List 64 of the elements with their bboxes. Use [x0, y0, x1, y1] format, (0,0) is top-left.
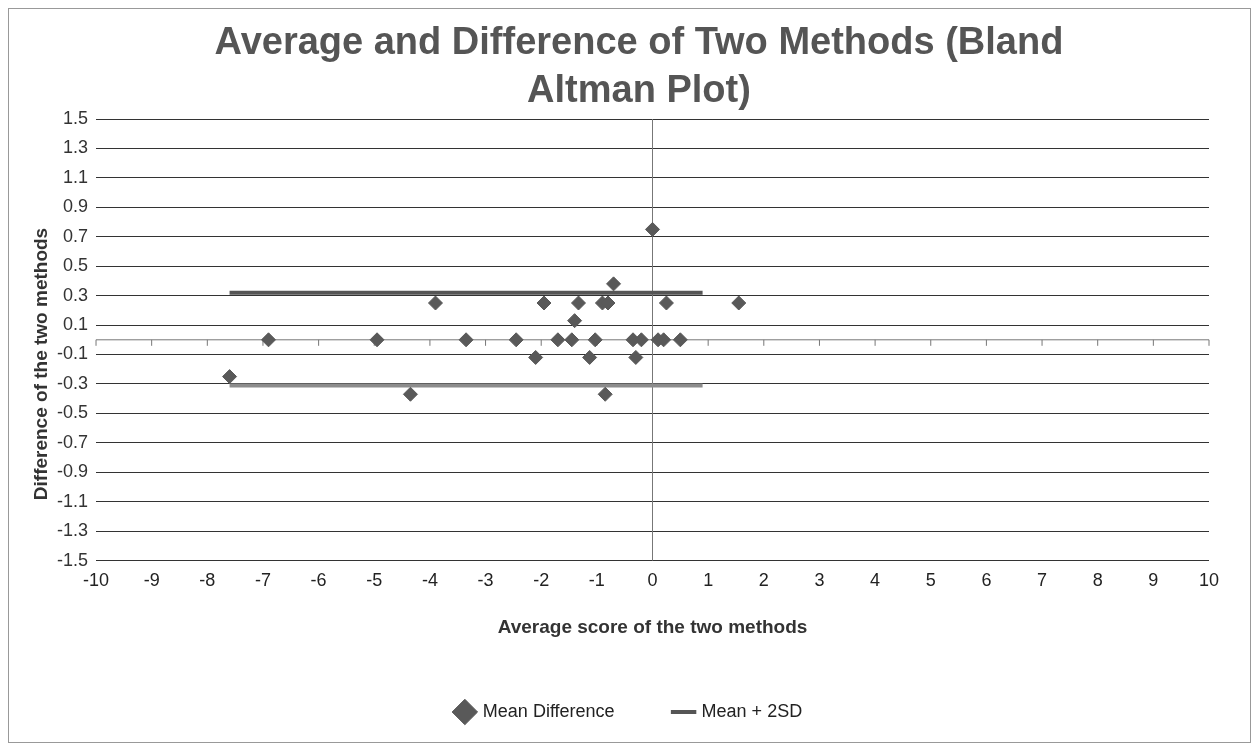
x-tick-label: 6: [981, 570, 992, 591]
point: [597, 386, 613, 402]
point: [658, 295, 674, 311]
y-tick-label: 1.1: [62, 166, 89, 187]
point: [731, 295, 747, 311]
legend-label: Mean + 2SD: [701, 700, 803, 721]
point: [508, 332, 524, 348]
point: [567, 313, 583, 329]
y-tick-label: 0.1: [62, 314, 89, 335]
y-tick-label: 0.7: [62, 225, 89, 246]
y-tick-label: -0.5: [56, 402, 89, 423]
legend-label: Mean Difference: [482, 700, 615, 721]
x-tick-label: -2: [533, 570, 550, 591]
x-tick-label: 0: [647, 570, 658, 591]
y-axis-title: Difference of the two methods: [30, 227, 52, 501]
y-tick-label: -0.9: [56, 461, 89, 482]
point: [550, 332, 566, 348]
point: [672, 332, 688, 348]
y-tick-label: 1.5: [62, 107, 89, 128]
x-tick-label: 4: [870, 570, 881, 591]
y-tick-label: 0.9: [62, 196, 89, 217]
point: [606, 276, 622, 292]
x-tick-label: -9: [143, 570, 160, 591]
x-tick-label: -3: [477, 570, 494, 591]
y-tick-label: 0.3: [62, 284, 89, 305]
x-tick-label: 7: [1037, 570, 1048, 591]
point: [528, 349, 544, 365]
y-tick-label: -0.3: [56, 372, 89, 393]
y-tick-label: -0.1: [56, 343, 89, 364]
point: [261, 332, 277, 348]
x-tick-label: -6: [310, 570, 327, 591]
chart-title: Average and Difference of Two Methods (Bland Altman Plot): [213, 19, 1065, 112]
x-tick-label: -5: [366, 570, 383, 591]
x-tick-label: -8: [199, 570, 216, 591]
y-tick-label: -1.5: [56, 549, 89, 570]
point: [582, 349, 598, 365]
x-tick-label: 2: [758, 570, 769, 591]
y-tick-label: 0.5: [62, 255, 89, 276]
y-tick-label: 1.3: [62, 137, 89, 158]
point: [458, 332, 474, 348]
x-axis-title: Average score of the two methods: [497, 615, 808, 637]
point: [369, 332, 385, 348]
point: [536, 295, 552, 311]
point: [402, 386, 418, 402]
x-tick-label: 5: [925, 570, 936, 591]
x-tick-label: 1: [703, 570, 714, 591]
x-tick-label: -4: [421, 570, 438, 591]
point: [587, 332, 603, 348]
point: [564, 332, 580, 348]
point: [628, 349, 644, 365]
y-tick-label: -1.3: [56, 520, 89, 541]
point: [645, 221, 661, 237]
point: [571, 295, 586, 311]
x-tick-label: 9: [1148, 570, 1159, 591]
x-tick-label: -10: [83, 570, 110, 591]
point: [222, 369, 238, 385]
x-tick-label: 3: [814, 570, 825, 591]
x-tick-label: -7: [254, 570, 271, 591]
point: [427, 295, 443, 311]
y-tick-label: -0.7: [56, 431, 89, 452]
y-tick-label: -1.1: [56, 490, 89, 511]
x-tick-label: 10: [1198, 570, 1220, 591]
x-tick-label: -1: [588, 570, 605, 591]
x-tick-label: 8: [1092, 570, 1103, 591]
